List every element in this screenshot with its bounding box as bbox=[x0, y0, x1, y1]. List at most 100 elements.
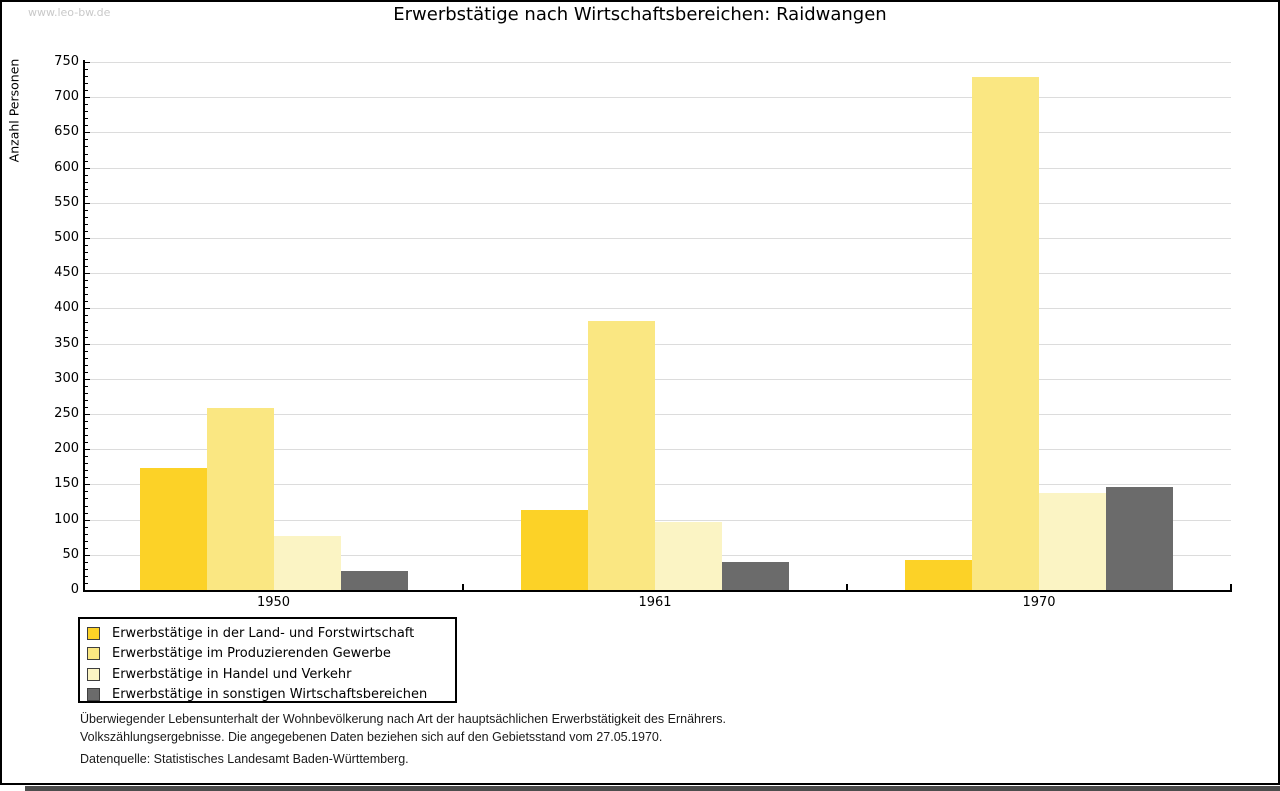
y-minor-tick bbox=[85, 230, 88, 232]
y-tick-label: 700 bbox=[54, 89, 79, 105]
y-minor-tick bbox=[85, 69, 88, 71]
y-tick-label: 500 bbox=[54, 230, 79, 245]
y-minor-tick bbox=[85, 470, 88, 472]
y-minor-tick bbox=[85, 252, 88, 254]
y-minor-tick bbox=[85, 216, 88, 218]
y-axis-line bbox=[83, 60, 85, 592]
y-tick-label: 100 bbox=[54, 511, 79, 527]
y-minor-tick bbox=[85, 568, 88, 570]
legend-item: Erwerbstätige in sonstigen Wirtschaftsbe… bbox=[87, 685, 455, 706]
x-category-label: 1950 bbox=[256, 595, 291, 610]
bar-1950-series-3 bbox=[273, 535, 341, 590]
y-gridline bbox=[84, 62, 1231, 63]
y-minor-tick bbox=[85, 421, 88, 423]
y-major-tick bbox=[85, 378, 90, 380]
y-minor-tick bbox=[85, 104, 88, 106]
bar-1970-series-2 bbox=[972, 77, 1039, 590]
bar-1950-series-4 bbox=[340, 570, 408, 590]
y-gridline bbox=[84, 343, 1231, 345]
legend-label: Erwerbstätige im Produzierenden Gewerbe bbox=[112, 646, 391, 662]
window-edge-strip bbox=[25, 786, 1280, 791]
legend-swatch-series-1 bbox=[87, 626, 100, 640]
y-gridline bbox=[84, 378, 1231, 380]
y-gridline bbox=[84, 414, 1231, 415]
y-minor-tick bbox=[85, 160, 88, 162]
y-minor-tick bbox=[85, 83, 88, 85]
y-minor-tick bbox=[85, 392, 88, 394]
footnote-line-1: Überwiegender Lebensunterhalt der Wohnbe… bbox=[80, 712, 726, 726]
y-gridline bbox=[84, 273, 1231, 275]
y-minor-tick bbox=[85, 498, 88, 500]
y-minor-tick bbox=[85, 111, 88, 113]
legend-label: Erwerbstätige in Handel und Verkehr bbox=[112, 666, 352, 682]
y-tick-label: 450 bbox=[54, 265, 79, 281]
y-minor-tick bbox=[85, 336, 88, 338]
y-minor-tick bbox=[85, 364, 88, 366]
y-minor-tick bbox=[85, 153, 88, 155]
y-minor-tick bbox=[85, 76, 88, 78]
y-minor-tick bbox=[85, 350, 88, 352]
y-gridline bbox=[84, 132, 1231, 134]
y-tick-label: 0 bbox=[70, 582, 79, 597]
x-axis-tick bbox=[846, 584, 848, 590]
bar-1950-series-2 bbox=[206, 408, 274, 590]
legend-item: Erwerbstätige in der Land- und Forstwirt… bbox=[87, 623, 455, 644]
y-gridline bbox=[84, 519, 1231, 521]
y-minor-tick bbox=[85, 357, 88, 359]
y-gridline bbox=[84, 97, 1231, 99]
x-category-label: 1970 bbox=[1022, 595, 1056, 610]
y-minor-tick bbox=[85, 399, 88, 401]
y-minor-tick bbox=[85, 146, 88, 148]
y-tick-label: 400 bbox=[54, 300, 79, 316]
data-source-note: Datenquelle: Statistisches Landesamt Bad… bbox=[80, 752, 409, 766]
legend-item: Erwerbstätige in Handel und Verkehr bbox=[87, 664, 455, 685]
y-gridline bbox=[84, 449, 1231, 451]
y-minor-tick bbox=[85, 280, 88, 282]
y-minor-tick bbox=[85, 540, 88, 542]
y-minor-tick bbox=[85, 118, 88, 120]
y-gridline bbox=[84, 202, 1231, 204]
y-major-tick bbox=[85, 202, 90, 204]
legend-item: Erwerbstätige im Produzierenden Gewerbe bbox=[87, 644, 455, 665]
y-major-tick bbox=[85, 132, 90, 134]
y-major-tick bbox=[85, 484, 90, 486]
watermark: www.leo-bw.de bbox=[28, 6, 111, 19]
legend-label: Erwerbstätige in der Land- und Forstwirt… bbox=[112, 625, 415, 641]
y-minor-tick bbox=[85, 315, 88, 317]
legend-swatch-series-3 bbox=[87, 667, 100, 681]
y-minor-tick bbox=[85, 575, 88, 577]
y-tick-label: 350 bbox=[54, 335, 79, 351]
y-minor-tick bbox=[85, 322, 88, 324]
y-major-tick bbox=[85, 62, 90, 63]
y-tick-label: 600 bbox=[54, 159, 79, 175]
y-tick-label: 250 bbox=[54, 406, 79, 421]
x-axis-tick bbox=[83, 584, 85, 590]
y-major-tick bbox=[85, 519, 90, 521]
y-minor-tick bbox=[85, 435, 88, 437]
y-tick-label: 150 bbox=[54, 476, 79, 492]
y-axis-title: Anzahl Personen bbox=[6, 58, 22, 163]
y-minor-tick bbox=[85, 385, 88, 387]
y-minor-tick bbox=[85, 406, 88, 408]
y-major-tick bbox=[85, 167, 90, 169]
x-axis-line bbox=[83, 590, 1232, 592]
chart-title: Erwerbstätige nach Wirtschaftsbereichen:… bbox=[393, 4, 887, 25]
y-major-tick bbox=[85, 343, 90, 345]
x-category-label: 1961 bbox=[638, 595, 672, 610]
bar-1961-series-3 bbox=[655, 521, 722, 590]
legend-swatch-series-2 bbox=[87, 647, 100, 661]
y-major-tick bbox=[85, 273, 90, 275]
y-minor-tick bbox=[85, 463, 88, 465]
y-minor-tick bbox=[85, 547, 88, 549]
y-minor-tick bbox=[85, 582, 88, 584]
y-minor-tick bbox=[85, 174, 88, 176]
y-major-tick bbox=[85, 449, 90, 451]
y-major-tick bbox=[85, 238, 90, 239]
x-axis-tick bbox=[462, 584, 464, 590]
y-minor-tick bbox=[85, 505, 88, 507]
y-minor-tick bbox=[85, 428, 88, 430]
y-gridline bbox=[84, 484, 1231, 486]
y-minor-tick bbox=[85, 125, 88, 127]
y-minor-tick bbox=[85, 301, 88, 303]
